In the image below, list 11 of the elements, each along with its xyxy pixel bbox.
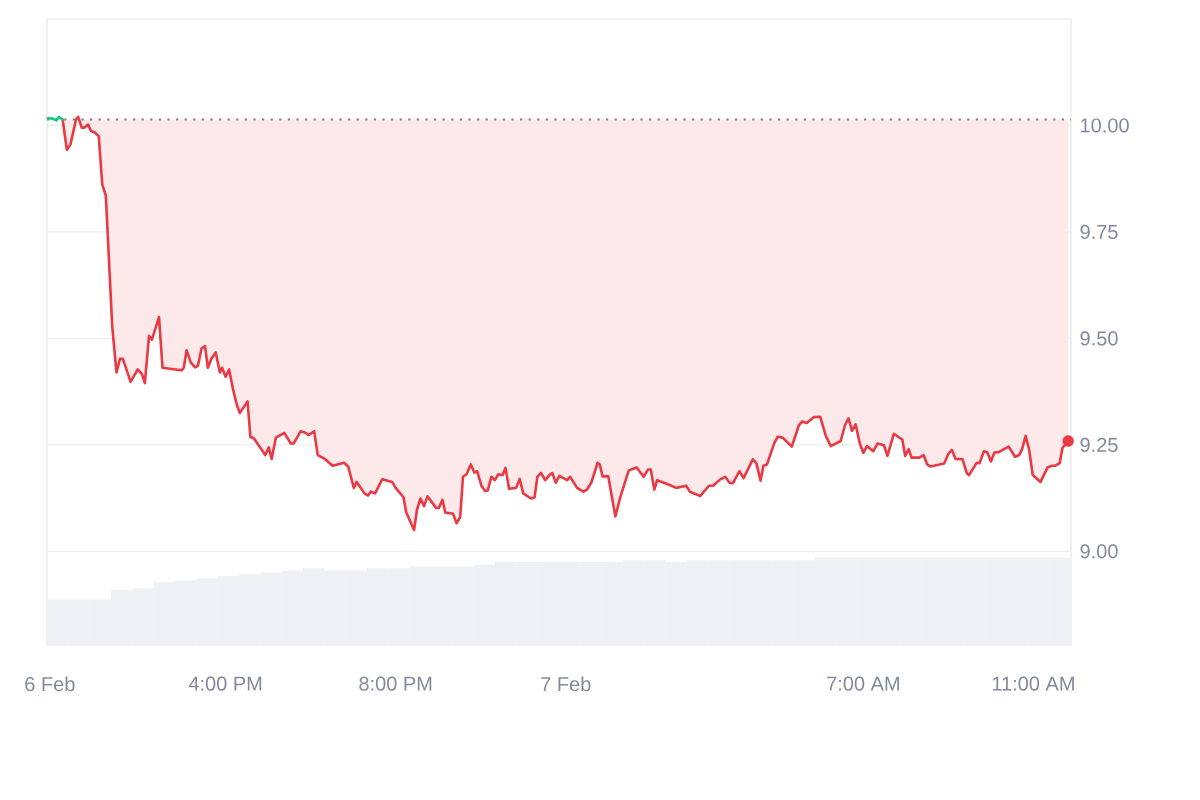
x-tick-label: 7:00 AM xyxy=(827,676,899,691)
x-tick-label: 11:00 AM xyxy=(992,676,1074,691)
y-tick-label: 9.00 xyxy=(1080,544,1118,559)
y-tick-label: 9.50 xyxy=(1080,331,1118,346)
y-tick-label: 10.00 xyxy=(1081,118,1129,133)
x-tick-label: 7 Feb xyxy=(541,676,591,692)
x-tick-label: 8:00 PM xyxy=(359,676,432,691)
x-tick-label: 6 Feb xyxy=(25,676,75,692)
y-tick-label: 9.25 xyxy=(1080,437,1118,452)
y-tick-label: 9.75 xyxy=(1080,224,1118,239)
x-tick-label: 4:00 PM xyxy=(188,676,262,691)
